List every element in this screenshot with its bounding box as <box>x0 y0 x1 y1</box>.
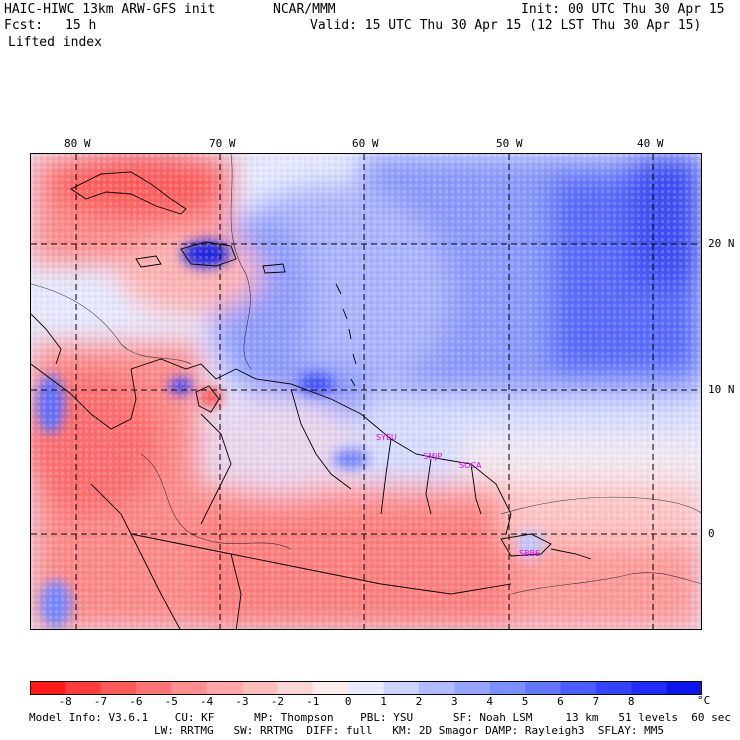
colorbar-swatch <box>206 681 243 695</box>
forecast-hour: 15 h <box>65 18 97 33</box>
lat-label: 20 N <box>708 237 735 250</box>
colorbar-swatch <box>100 681 137 695</box>
station-label: SYEU <box>376 433 397 442</box>
colorbar-swatch <box>171 681 208 695</box>
colorbar-tick-label: -8 <box>58 695 72 708</box>
colorbar-tick-label: -3 <box>235 695 249 708</box>
model-info-line2: LW: RRTMG SW: RRTMG DIFF: full KM: 2D Sm… <box>154 724 664 737</box>
colorbar-swatch <box>277 681 314 695</box>
colorbar-swatch <box>525 681 562 695</box>
field-name: Lifted index <box>8 35 102 50</box>
colorbar-swatch <box>595 681 632 695</box>
lon-label: 80 W <box>64 137 91 150</box>
lon-label: 40 W <box>637 137 664 150</box>
colorbar-tick-label: 5 <box>521 695 529 708</box>
model-info-line1: Model Info: V3.6.1 CU: KF MP: Thompson P… <box>29 711 731 724</box>
model-title: HAIC-HIWC 13km ARW-GFS init <box>4 2 216 17</box>
lat-label: 10 N <box>708 383 735 396</box>
field-texture <box>31 154 701 629</box>
station-label: SMJP <box>423 452 443 461</box>
graticule <box>31 154 701 629</box>
lon-label: 70 W <box>209 137 236 150</box>
colorbar-tick-label: -5 <box>164 695 178 708</box>
valid-time: Valid: 15 UTC Thu 30 Apr 15 (12 LST Thu … <box>310 18 702 33</box>
colorbar-tick-label: 3 <box>451 695 458 708</box>
forecast-label: Fcst: <box>4 18 44 33</box>
colorbar-swatch <box>419 681 455 695</box>
colorbar-border <box>30 681 702 695</box>
colorbar-swatch <box>348 681 385 695</box>
colorbar-swatch <box>454 681 491 695</box>
init-time: Init: 00 UTC Thu 30 Apr 15 <box>521 2 725 17</box>
colorbar-tick-label: 0 <box>344 695 352 708</box>
station-label: SBBE <box>519 549 541 558</box>
colorbar-tick-label: 1 <box>380 695 387 708</box>
colorbar-swatch <box>312 681 349 695</box>
colorbar-tick-label: 6 <box>557 695 564 708</box>
colorbar-swatch <box>30 681 66 695</box>
colorbar-tick-label: 4 <box>486 695 493 708</box>
lifted-index-map <box>30 153 702 630</box>
station-label: SOCA <box>459 461 482 470</box>
colorbar-tick-label: -6 <box>129 695 143 708</box>
colorbar-swatch <box>65 681 102 695</box>
colorbar-tick-label: -7 <box>93 695 108 708</box>
map-canvas <box>31 154 701 629</box>
colorbar-tick-label: 2 <box>415 695 423 708</box>
colorbar-swatch <box>666 681 702 695</box>
colorbar-tick-label: 7 <box>592 695 600 708</box>
coastlines <box>31 171 592 629</box>
colorbar <box>30 681 702 695</box>
colorbar-unit: °C <box>697 694 711 707</box>
lon-label: 60 W <box>352 137 379 150</box>
colorbar-tick-label: -1 <box>306 695 320 708</box>
colorbar-swatch <box>560 681 597 695</box>
colorbar-swatch <box>383 681 420 695</box>
colorbar-swatch <box>242 681 279 695</box>
colorbar-tick-label: 8 <box>627 695 635 708</box>
colorbar-swatch <box>631 681 668 695</box>
colorbar-tick-label: -2 <box>270 695 285 708</box>
colorbar-swatch <box>136 681 172 695</box>
colorbar-swatch <box>489 681 526 695</box>
lat-label: 0 <box>708 527 715 540</box>
organization: NCAR/MMM <box>273 2 336 17</box>
lon-label: 50 W <box>496 137 523 150</box>
colorbar-tick-label: -4 <box>200 695 214 708</box>
